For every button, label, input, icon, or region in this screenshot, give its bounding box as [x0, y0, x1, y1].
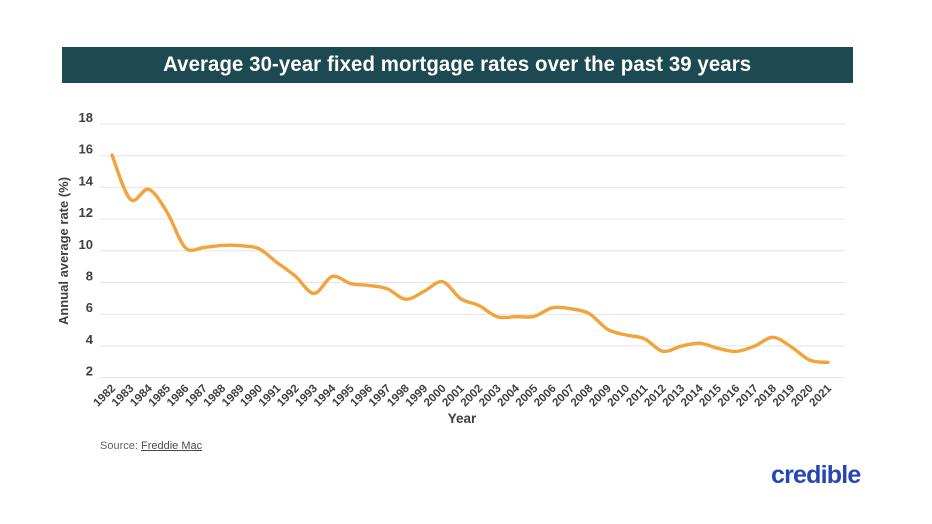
y-tick-label: 6	[86, 300, 93, 315]
y-tick-label: 12	[79, 205, 93, 220]
chart-title: Average 30-year fixed mortgage rates ove…	[163, 53, 752, 76]
y-axis-tick-labels: 2 4 6 8 10 12 14 16 18	[79, 110, 94, 379]
y-axis-title: Annual average rate (%)	[56, 177, 71, 325]
y-tick-label: 4	[86, 332, 94, 347]
y-tick-label: 10	[79, 237, 93, 252]
credible-logo: credible	[771, 461, 861, 489]
y-tick-label: 14	[79, 173, 94, 188]
rate-line-series	[110, 153, 830, 365]
y-tick-label: 16	[79, 142, 93, 157]
y-tick-label: 18	[79, 110, 93, 125]
x-axis-tick-labels: 1982198319841985198619871988198919901991…	[92, 382, 835, 409]
source-attribution: Source: Freddie Mac	[100, 440, 202, 452]
gridlines	[100, 123, 845, 379]
y-tick-label: 8	[86, 269, 93, 284]
y-tick-label: 2	[86, 364, 93, 379]
chart-title-banner: Average 30-year fixed mortgage rates ove…	[62, 47, 853, 83]
x-axis-title: Year	[448, 411, 477, 426]
source-prefix: Source:	[100, 440, 138, 452]
mortgage-rate-line	[110, 153, 830, 365]
source-link-freddie-mac[interactable]: Freddie Mac	[140, 440, 203, 452]
x-tick-label: 2021	[808, 382, 835, 409]
